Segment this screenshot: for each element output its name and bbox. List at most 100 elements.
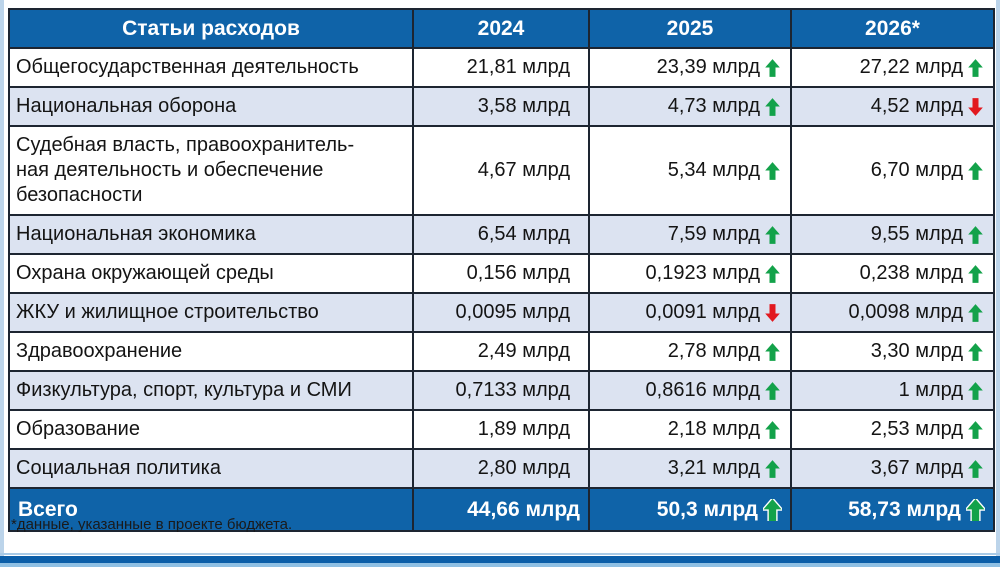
table-row: Судебная власть, правоохранитель- ная де… — [8, 125, 995, 216]
row-value-2025: 23,39 млрд — [588, 47, 792, 88]
value-text: 5,34 млрд — [667, 159, 760, 181]
row-value-2024: 2,49 млрд — [412, 331, 590, 372]
value-text: 23,39 млрд — [656, 56, 760, 78]
trend-up-icon — [968, 161, 983, 180]
right-edge-decoration — [996, 0, 1000, 567]
value-text: 2,53 млрд — [870, 418, 963, 440]
trend-up-icon — [765, 161, 780, 180]
table-row: Здравоохранение 2,49 млрд 2,78 млрд 3,30 мл… — [8, 331, 995, 372]
trend-up-icon — [968, 420, 983, 439]
trend-down-icon — [968, 97, 983, 116]
table-row: Физкультура, спорт, культура и СМИ 0,7133… — [8, 370, 995, 411]
row-value-2026: 2,53 млрд — [790, 409, 995, 450]
trend-up-icon — [968, 303, 983, 322]
value-text: 0,0091 млрд — [645, 301, 760, 323]
value-text: 3,21 млрд — [667, 457, 760, 479]
trend-up-icon — [765, 225, 780, 244]
value-text: 44,66 млрд — [467, 498, 580, 521]
row-value-2026: 27,22 млрд — [790, 47, 995, 88]
value-text: 0,1923 млрд — [645, 262, 760, 284]
value-text: 4,52 млрд — [870, 95, 963, 117]
value-text: 2,78 млрд — [667, 340, 760, 362]
row-value-2024: 4,67 млрд — [412, 125, 590, 216]
trend-up-icon — [968, 225, 983, 244]
row-value-2025: 2,78 млрд — [588, 331, 792, 372]
value-text: 0,0095 млрд — [455, 301, 570, 323]
trend-up-icon — [968, 459, 983, 478]
row-value-2026: 3,67 млрд — [790, 448, 995, 489]
row-value-2025: 7,59 млрд — [588, 214, 792, 255]
value-text: 21,81 млрд — [466, 56, 570, 78]
trend-up-icon — [968, 342, 983, 361]
total-value-2025: 50,3 млрд — [588, 487, 792, 532]
row-category: Социальная политика — [8, 448, 414, 489]
table-body: Общегосударственная деятельность 21,81 мл… — [8, 47, 995, 489]
value-text: 9,55 млрд — [870, 223, 963, 245]
bottom-blue-bar — [0, 556, 1000, 563]
row-value-2024: 2,80 млрд — [412, 448, 590, 489]
table-row: Образование 1,89 млрд 2,18 млрд 2,53 млрд — [8, 409, 995, 450]
value-text: 0,0098 млрд — [848, 301, 963, 323]
value-text: 2,18 млрд — [667, 418, 760, 440]
trend-up-icon — [765, 58, 780, 77]
table-row: Общегосударственная деятельность 21,81 мл… — [8, 47, 995, 88]
header-2026: 2026* — [790, 8, 995, 49]
row-category: Физкультура, спорт, культура и СМИ — [8, 370, 414, 411]
table-row: Национальная оборона 3,58 млрд 4,73 млрд 4,… — [8, 86, 995, 127]
value-text: 3,30 млрд — [870, 340, 963, 362]
expenses-table: Статьи расходов 2024 2025 2026* Общегосу… — [8, 8, 995, 532]
trend-up-icon — [968, 264, 983, 283]
total-value-2024: 44,66 млрд — [412, 487, 590, 532]
value-text: 0,8616 млрд — [645, 379, 760, 401]
row-value-2026: 0,0098 млрд — [790, 292, 995, 333]
trend-up-icon — [765, 381, 780, 400]
row-category: Судебная власть, правоохранитель- ная де… — [8, 125, 414, 216]
value-text: 4,73 млрд — [667, 95, 760, 117]
value-text: 2,49 млрд — [477, 340, 570, 362]
trend-up-icon — [765, 459, 780, 478]
table-row: ЖКУ и жилищное строительство 0,0095 млрд 0… — [8, 292, 995, 333]
row-value-2026: 3,30 млрд — [790, 331, 995, 372]
row-category: Общегосударственная деятельность — [8, 47, 414, 88]
row-category: Здравоохранение — [8, 331, 414, 372]
row-category: Национальная экономика — [8, 214, 414, 255]
total-value-2026: 58,73 млрд — [790, 487, 995, 532]
trend-up-icon — [968, 381, 983, 400]
trend-up-icon — [765, 420, 780, 439]
table-total: Всего 44,66 млрд 50,3 млрд 58,73 млрд — [8, 487, 995, 532]
table-row: Охрана окружающей среды 0,156 млрд 0,1923 … — [8, 253, 995, 294]
row-value-2025: 2,18 млрд — [588, 409, 792, 450]
row-value-2026: 1 млрд — [790, 370, 995, 411]
table-row: Национальная экономика 6,54 млрд 7,59 млрд… — [8, 214, 995, 255]
value-text: 50,3 млрд — [656, 498, 758, 521]
row-value-2026: 6,70 млрд — [790, 125, 995, 216]
value-text: 4,67 млрд — [477, 159, 570, 181]
row-value-2025: 0,0091 млрд — [588, 292, 792, 333]
value-text: 27,22 млрд — [859, 56, 963, 78]
table-header: Статьи расходов 2024 2025 2026* — [8, 8, 995, 49]
value-text: 6,70 млрд — [870, 159, 963, 181]
row-value-2026: 9,55 млрд — [790, 214, 995, 255]
trend-up-icon — [765, 264, 780, 283]
value-text: 3,58 млрд — [477, 95, 570, 117]
row-value-2025: 0,8616 млрд — [588, 370, 792, 411]
footnote: *данные, указанные в проекте бюджета. — [11, 516, 293, 533]
trend-up-icon — [765, 97, 780, 116]
row-value-2024: 3,58 млрд — [412, 86, 590, 127]
value-text: 0,156 млрд — [466, 262, 570, 284]
row-value-2024: 21,81 млрд — [412, 47, 590, 88]
trend-up-icon — [968, 58, 983, 77]
left-edge-decoration — [0, 0, 4, 567]
row-value-2025: 4,73 млрд — [588, 86, 792, 127]
value-text: 0,238 млрд — [859, 262, 963, 284]
row-value-2024: 0,156 млрд — [412, 253, 590, 294]
row-value-2024: 6,54 млрд — [412, 214, 590, 255]
row-value-2024: 0,0095 млрд — [412, 292, 590, 333]
row-value-2024: 0,7133 млрд — [412, 370, 590, 411]
value-text: 1,89 млрд — [477, 418, 570, 440]
total-label: Всего — [8, 487, 414, 532]
row-value-2026: 4,52 млрд — [790, 86, 995, 127]
row-value-2025: 3,21 млрд — [588, 448, 792, 489]
trend-up-icon — [763, 498, 782, 521]
header-categories: Статьи расходов — [8, 8, 414, 49]
